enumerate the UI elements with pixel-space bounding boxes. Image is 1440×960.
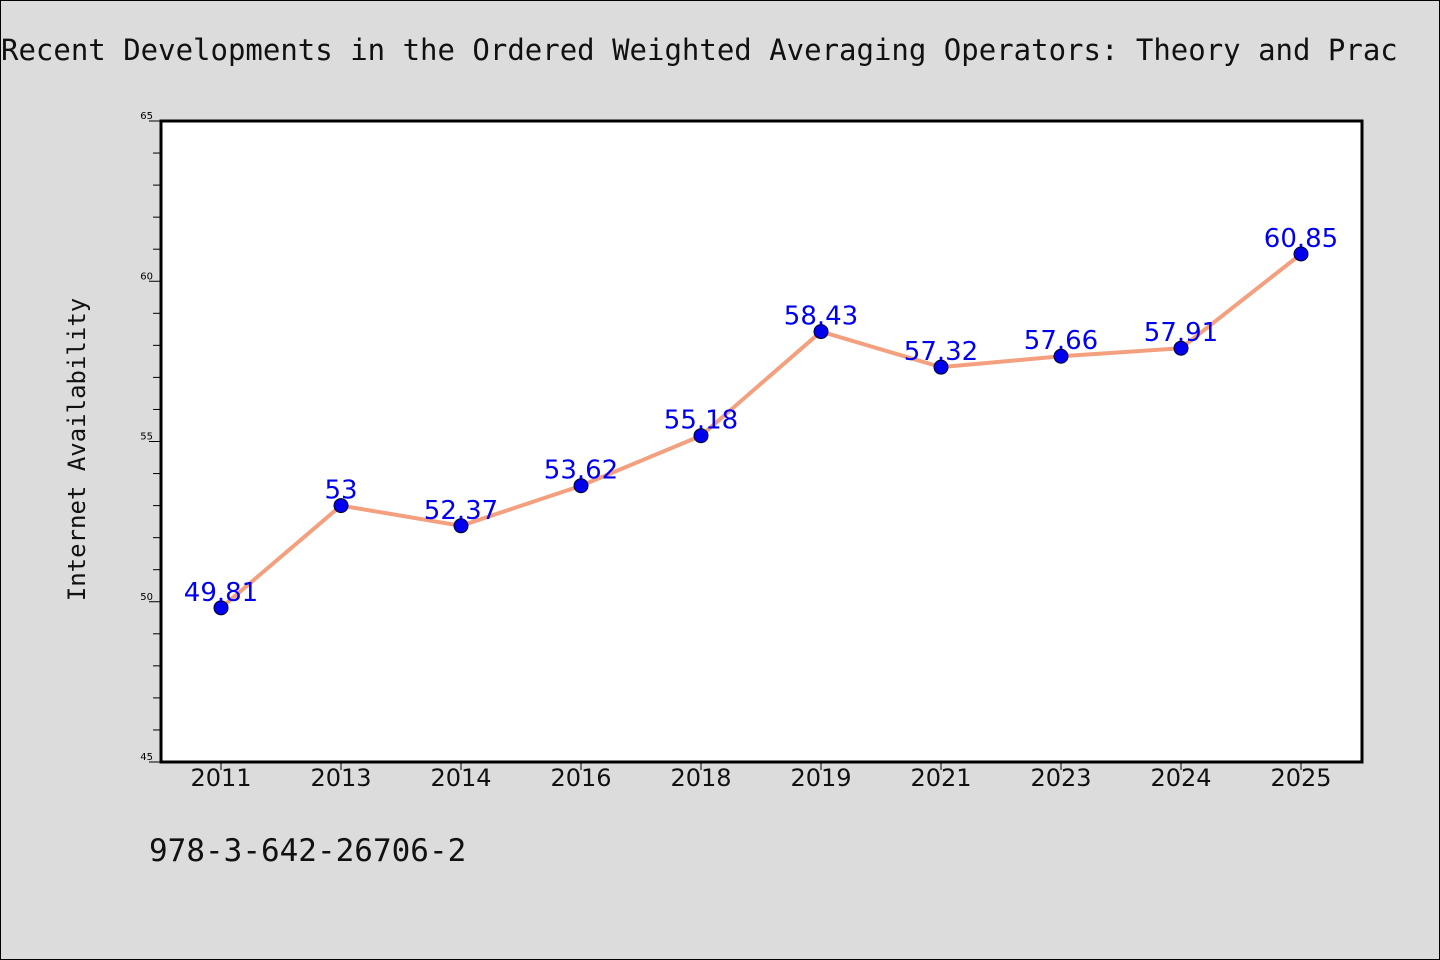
data-point	[213, 600, 229, 616]
data-label: 55.18	[664, 406, 738, 436]
data-label: 53.62	[544, 456, 618, 486]
data-point	[333, 498, 349, 514]
data-point	[453, 518, 469, 534]
x-tick-label: 2019	[790, 764, 851, 792]
y-tick-label: 55	[140, 432, 153, 443]
series-line	[219, 252, 1303, 610]
x-tick-label: 2011	[190, 764, 251, 792]
y-tick-label: 60	[140, 271, 153, 282]
data-label: 49.81	[184, 578, 258, 608]
data-point	[693, 428, 709, 444]
y-tick-label: 65	[140, 111, 153, 122]
x-tick-label: 2025	[1270, 764, 1331, 792]
y-tick-label: 45	[140, 752, 153, 763]
x-tick-label: 2024	[1150, 764, 1211, 792]
x-tick-label: 2016	[550, 764, 611, 792]
data-label: 57.91	[1144, 318, 1218, 348]
x-tick-label: 2021	[910, 764, 971, 792]
plot-border	[159, 119, 1364, 764]
y-axis-label: Internet Availability	[63, 298, 91, 601]
data-label: 57.66	[1024, 326, 1098, 356]
data-point	[1173, 340, 1189, 356]
data-point	[933, 359, 949, 375]
data-label: 58.43	[784, 302, 858, 332]
data-label: 52.37	[424, 496, 498, 526]
data-point	[813, 324, 829, 340]
y-tick-label: 50	[140, 592, 153, 603]
x-tick-label: 2023	[1030, 764, 1091, 792]
data-point	[1293, 246, 1309, 262]
x-tick-label: 2013	[310, 764, 371, 792]
x-tick-label: 2018	[670, 764, 731, 792]
data-point	[1053, 348, 1069, 364]
isbn-footnote: 978-3-642-26706-2	[149, 833, 467, 869]
data-point	[573, 478, 589, 494]
data-label: 53	[324, 476, 357, 506]
data-label: 57.32	[904, 337, 978, 367]
x-tick-label: 2014	[430, 764, 491, 792]
data-label: 60.85	[1264, 224, 1338, 254]
chart-title: Recent Developments in the Ordered Weigh…	[1, 33, 1398, 67]
plot-area	[161, 121, 1362, 762]
